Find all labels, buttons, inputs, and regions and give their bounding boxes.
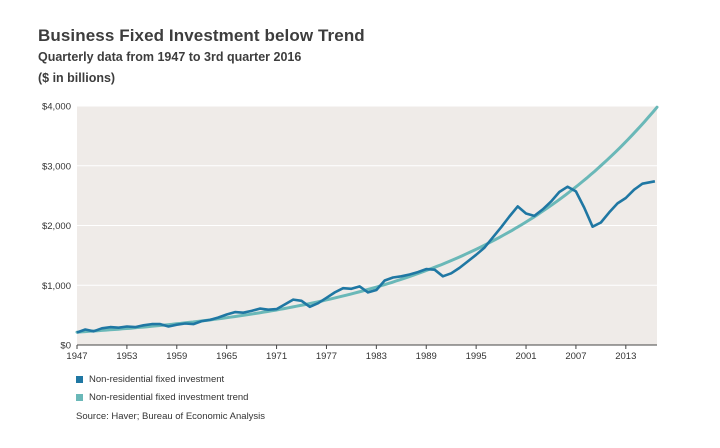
series-group (75, 105, 659, 334)
legend-item-actual: Non-residential fixed investment (76, 374, 224, 385)
x-tick-label: 2013 (615, 351, 636, 362)
x-tick-label: 1983 (366, 351, 387, 362)
y-tick-label: $4,000 (42, 102, 71, 113)
legend-swatch-trend (76, 394, 83, 401)
x-tick-label: 1965 (216, 351, 237, 362)
x-tick-label: 2001 (515, 351, 536, 362)
y-tick-label: $0 (60, 341, 71, 352)
chart-subtitle: Quarterly data from 1947 to 3rd quarter … (38, 50, 302, 64)
y-tick-label: $3,000 (42, 161, 71, 172)
x-tick-label: 1989 (416, 351, 437, 362)
legend-item-trend: Non-residential fixed investment trend (76, 392, 248, 403)
x-tick-label: 1953 (116, 351, 137, 362)
x-axis-ticks: 1947 1953 1959 1965 1971 1977 1983 1989 1995 2001… (66, 345, 636, 362)
x-tick-label: 1959 (166, 351, 187, 362)
x-tick-label: 2007 (565, 351, 586, 362)
chart-units: ($ in billions) (38, 71, 116, 85)
y-axis-ticks: $0 $1,000 $2,000 $3,000 $4,000 (42, 102, 71, 352)
y-tick-label: $1,000 (42, 281, 71, 292)
grid-lines (77, 105, 657, 286)
x-tick-label: 1947 (66, 351, 87, 362)
x-tick-label: 1971 (266, 351, 287, 362)
y-tick-label: $2,000 (42, 221, 71, 232)
legend-label-actual: Non-residential fixed investment (89, 374, 225, 385)
legend-swatch-actual (76, 376, 83, 383)
series-line-actual (76, 180, 656, 334)
x-tick-label: 1995 (466, 351, 487, 362)
legend-label-trend: Non-residential fixed investment trend (89, 392, 249, 403)
x-tick-label: 1977 (316, 351, 337, 362)
source-note: Source: Haver; Bureau of Economic Analys… (76, 411, 266, 422)
chart-title: Business Fixed Investment below Trend (38, 26, 365, 45)
